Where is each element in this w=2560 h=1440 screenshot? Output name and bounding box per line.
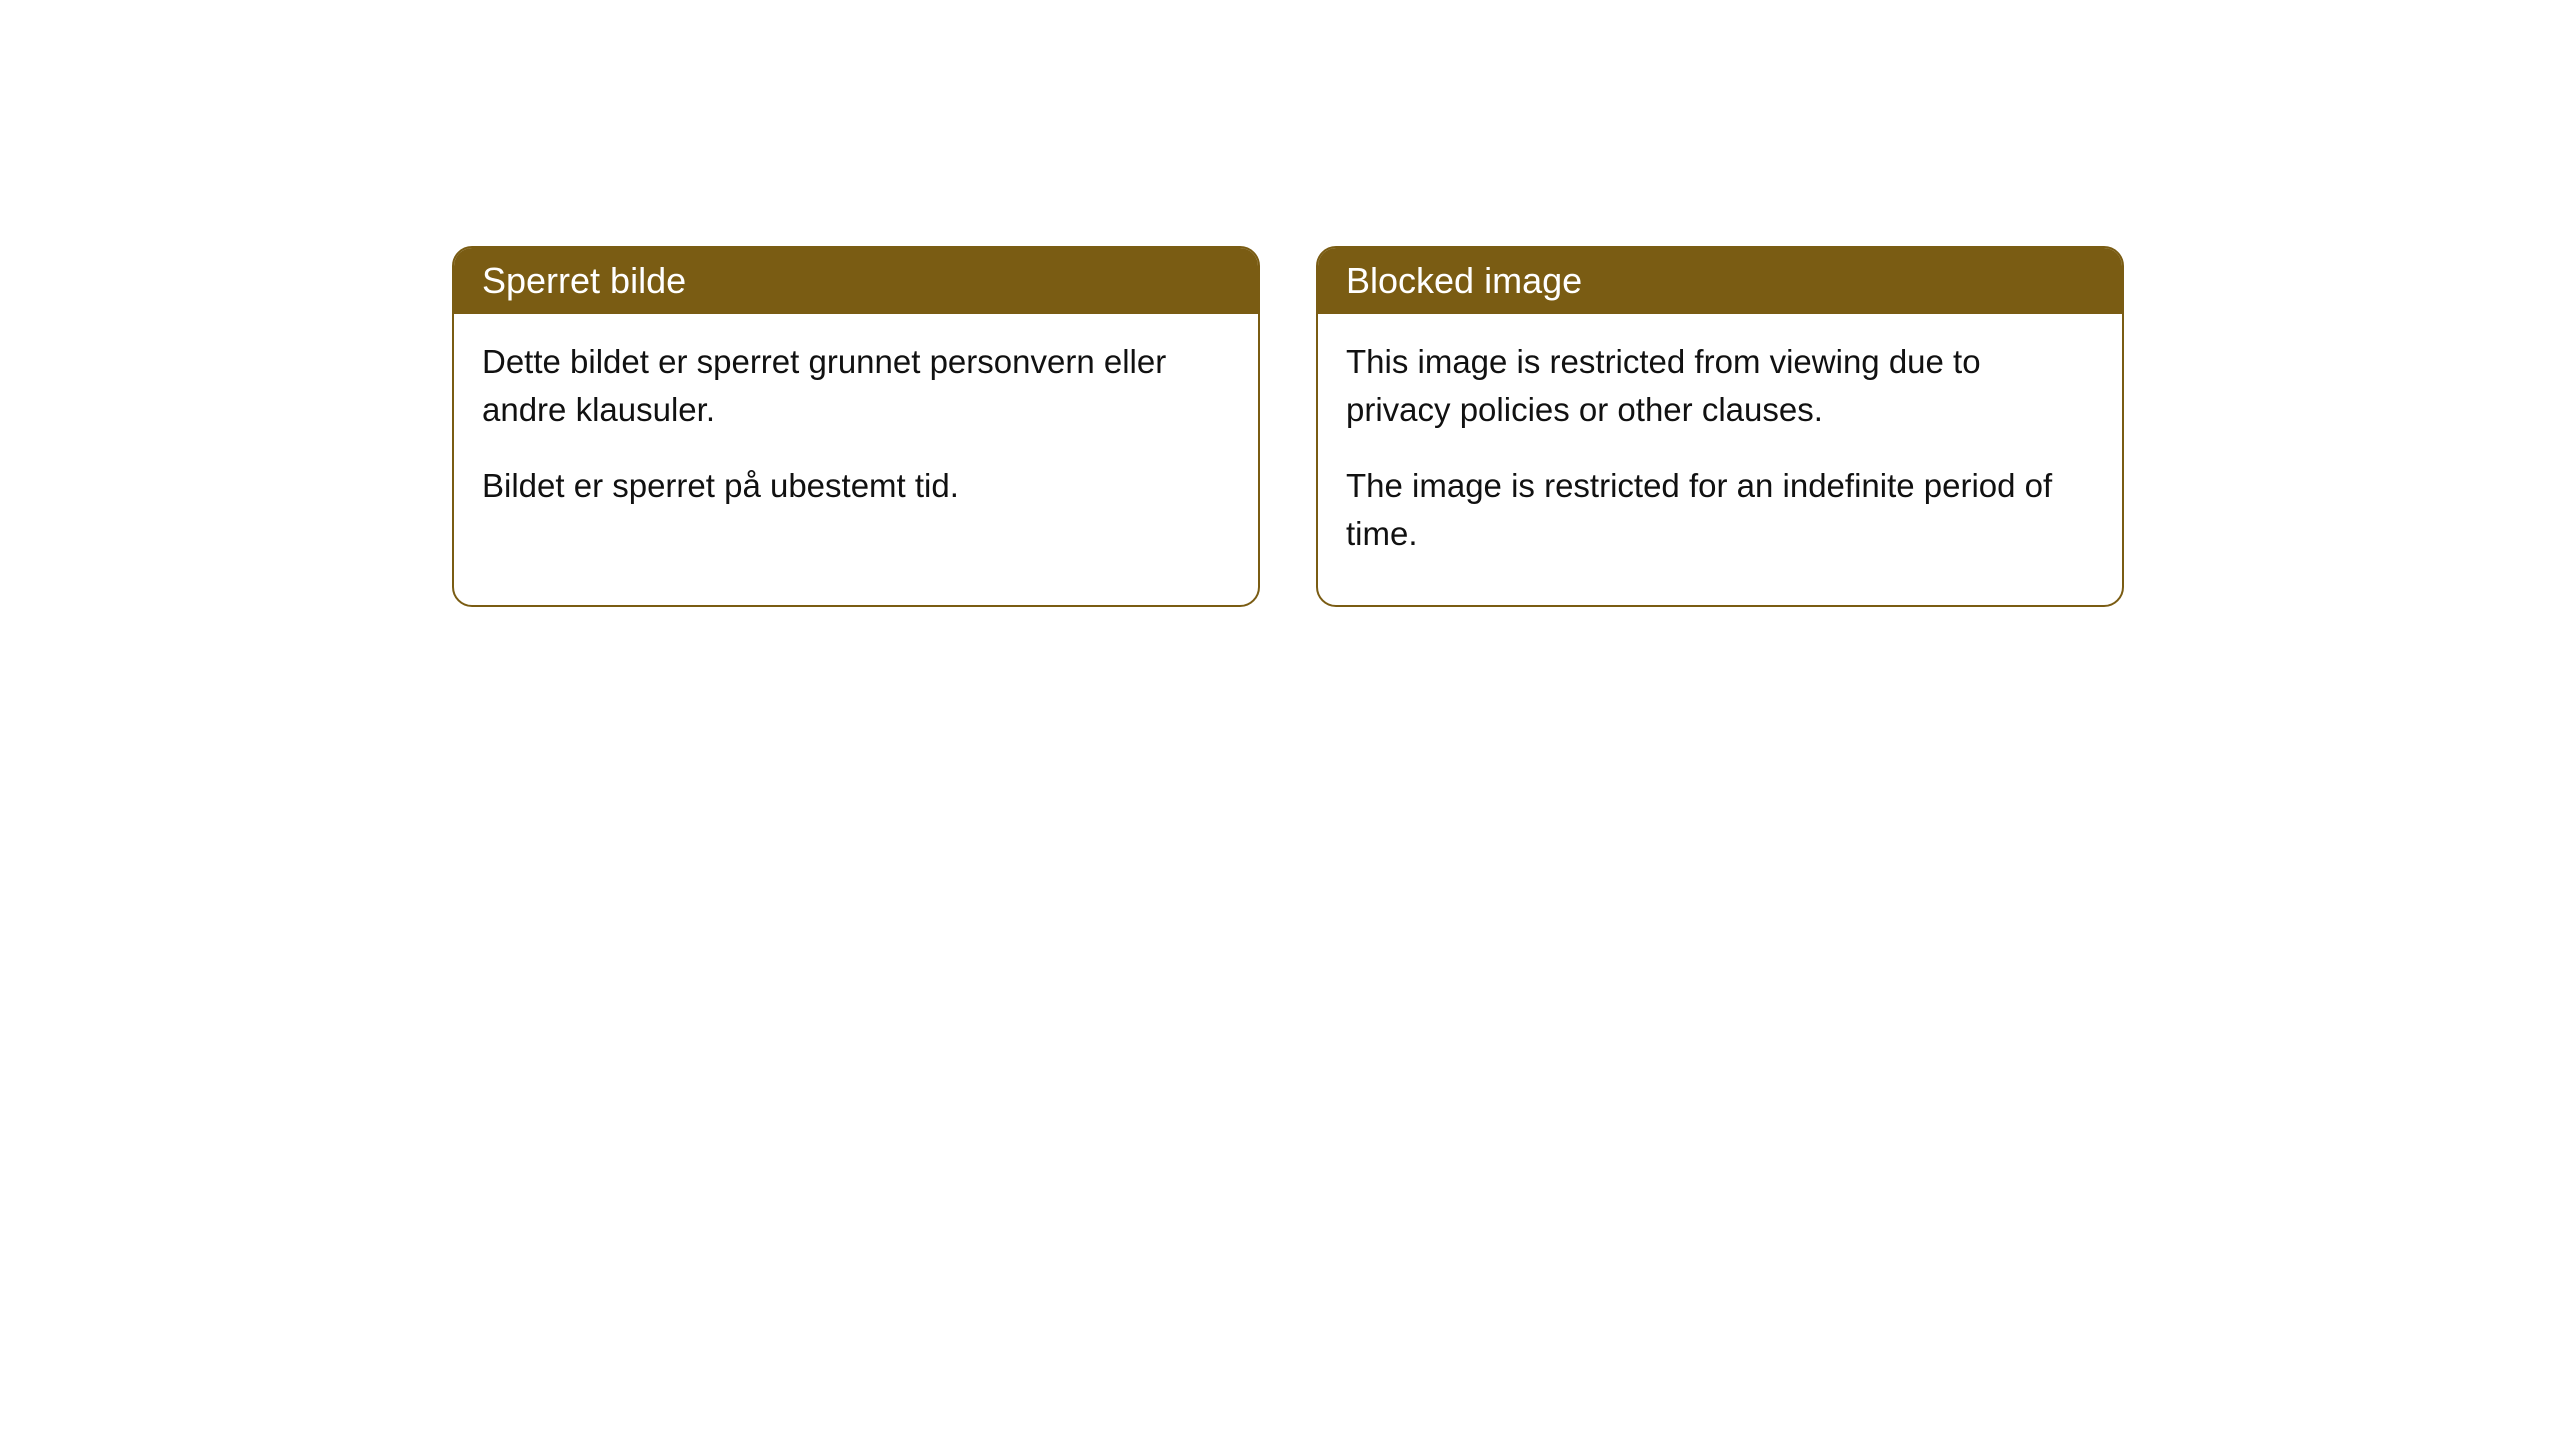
card-paragraph: This image is restricted from viewing du…: [1346, 338, 2094, 434]
card-body-english: This image is restricted from viewing du…: [1318, 314, 2122, 605]
notice-card-english: Blocked image This image is restricted f…: [1316, 246, 2124, 607]
card-paragraph: The image is restricted for an indefinit…: [1346, 462, 2094, 558]
card-header-english: Blocked image: [1318, 248, 2122, 314]
cards-container: Sperret bilde Dette bildet er sperret gr…: [452, 246, 2560, 607]
notice-card-norwegian: Sperret bilde Dette bildet er sperret gr…: [452, 246, 1260, 607]
card-paragraph: Dette bildet er sperret grunnet personve…: [482, 338, 1230, 434]
card-paragraph: Bildet er sperret på ubestemt tid.: [482, 462, 1230, 510]
card-header-norwegian: Sperret bilde: [454, 248, 1258, 314]
card-body-norwegian: Dette bildet er sperret grunnet personve…: [454, 314, 1258, 558]
